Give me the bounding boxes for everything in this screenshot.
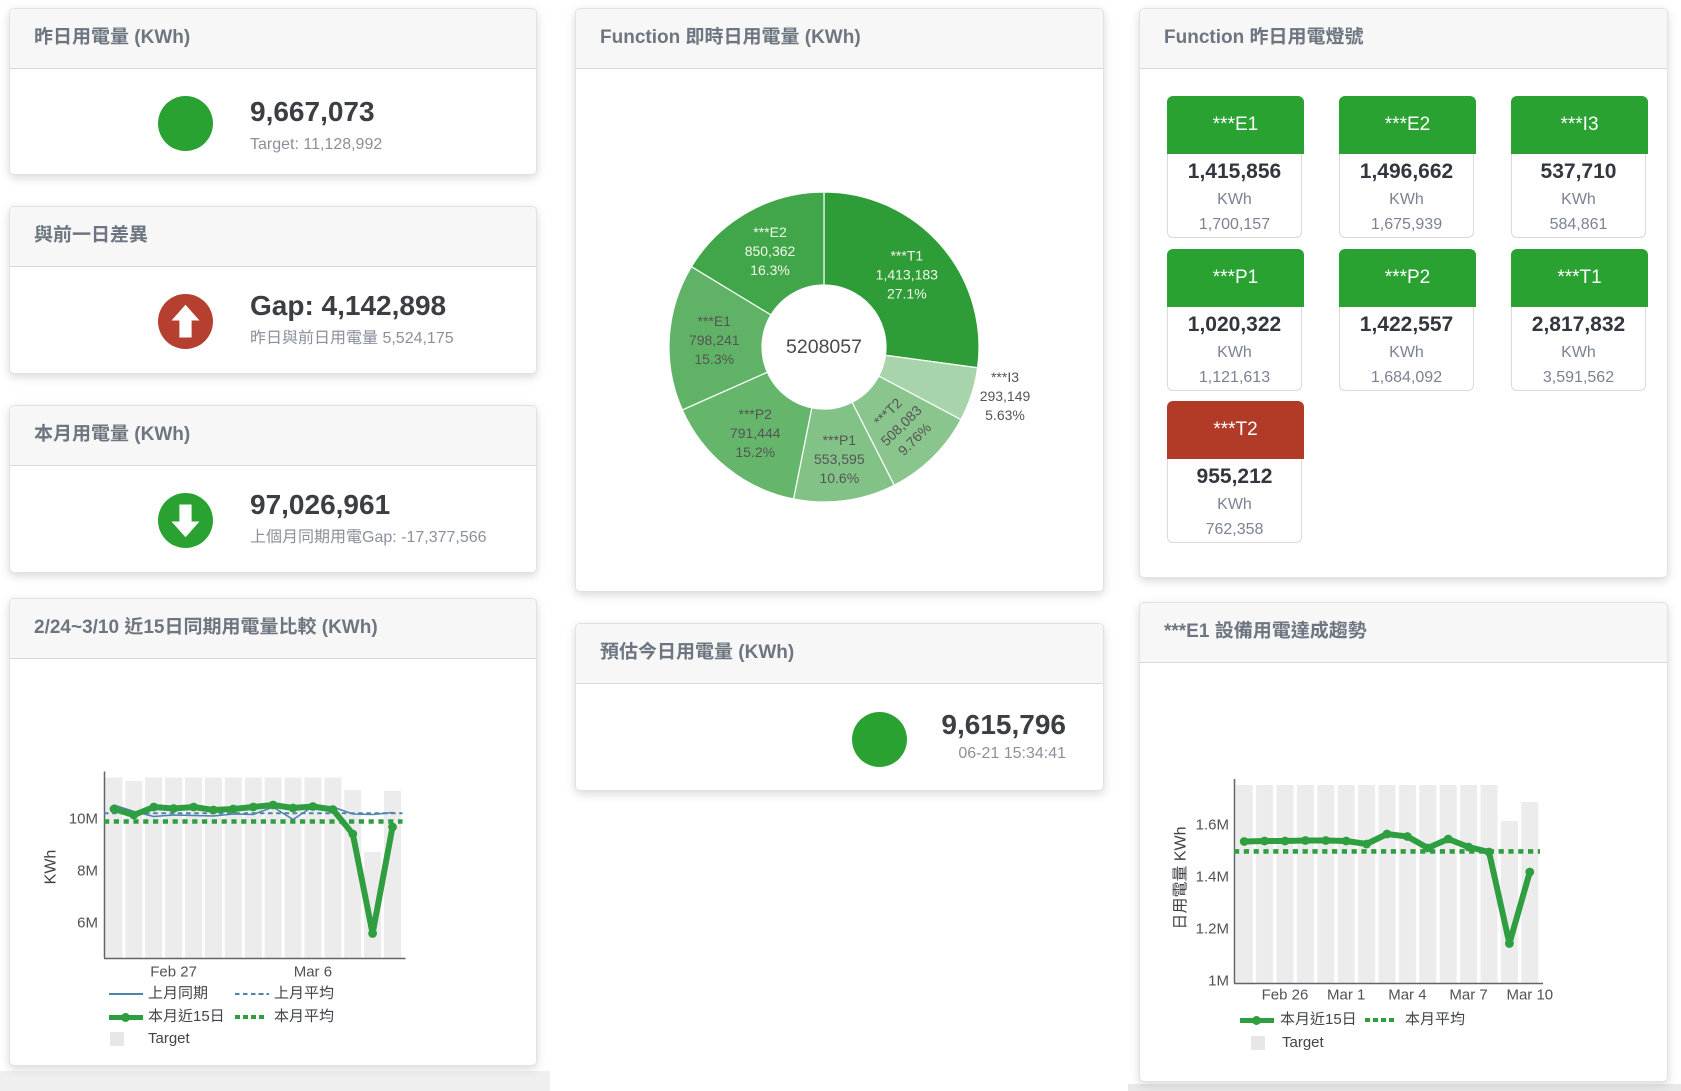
svg-text:***P2: ***P2 <box>739 406 773 422</box>
svg-text:日用電量 KWh: 日用電量 KWh <box>1173 826 1190 929</box>
svg-text:***I3: ***I3 <box>991 369 1019 385</box>
svg-text:Mar 1: Mar 1 <box>1327 987 1365 1004</box>
svg-text:KWh: KWh <box>43 850 60 885</box>
svg-text:***P1: ***P1 <box>823 432 857 448</box>
svg-text:553,595: 553,595 <box>814 451 865 467</box>
svg-text:8M: 8M <box>77 863 98 880</box>
svg-text:1.6M: 1.6M <box>1196 817 1229 834</box>
svg-text:Mar 7: Mar 7 <box>1449 987 1487 1004</box>
svg-text:10.6%: 10.6% <box>819 470 859 486</box>
svg-text:Feb 26: Feb 26 <box>1262 987 1309 1004</box>
svg-text:15.3%: 15.3% <box>694 351 734 367</box>
svg-text:15.2%: 15.2% <box>735 444 775 460</box>
svg-text:5208057: 5208057 <box>786 336 862 358</box>
svg-text:1.2M: 1.2M <box>1196 921 1229 938</box>
svg-text:***T1: ***T1 <box>890 248 923 264</box>
svg-text:Mar 10: Mar 10 <box>1506 987 1553 1004</box>
svg-text:Feb 27: Feb 27 <box>150 964 197 981</box>
svg-text:798,241: 798,241 <box>689 332 740 348</box>
svg-text:1M: 1M <box>1208 973 1229 990</box>
svg-text:6M: 6M <box>77 915 98 932</box>
svg-text:850,362: 850,362 <box>745 243 796 259</box>
svg-text:27.1%: 27.1% <box>887 286 927 302</box>
svg-text:5.63%: 5.63% <box>985 407 1025 423</box>
svg-text:Mar 4: Mar 4 <box>1388 987 1426 1004</box>
svg-text:16.3%: 16.3% <box>750 262 790 278</box>
svg-text:293,149: 293,149 <box>980 388 1031 404</box>
svg-text:791,444: 791,444 <box>730 425 781 441</box>
svg-text:1.4M: 1.4M <box>1196 869 1229 886</box>
svg-text:1,413,183: 1,413,183 <box>876 267 938 283</box>
svg-text:10M: 10M <box>69 811 98 828</box>
svg-text:Mar 6: Mar 6 <box>294 964 332 981</box>
svg-text:***E1: ***E1 <box>697 313 731 329</box>
svg-text:***E2: ***E2 <box>753 224 787 240</box>
